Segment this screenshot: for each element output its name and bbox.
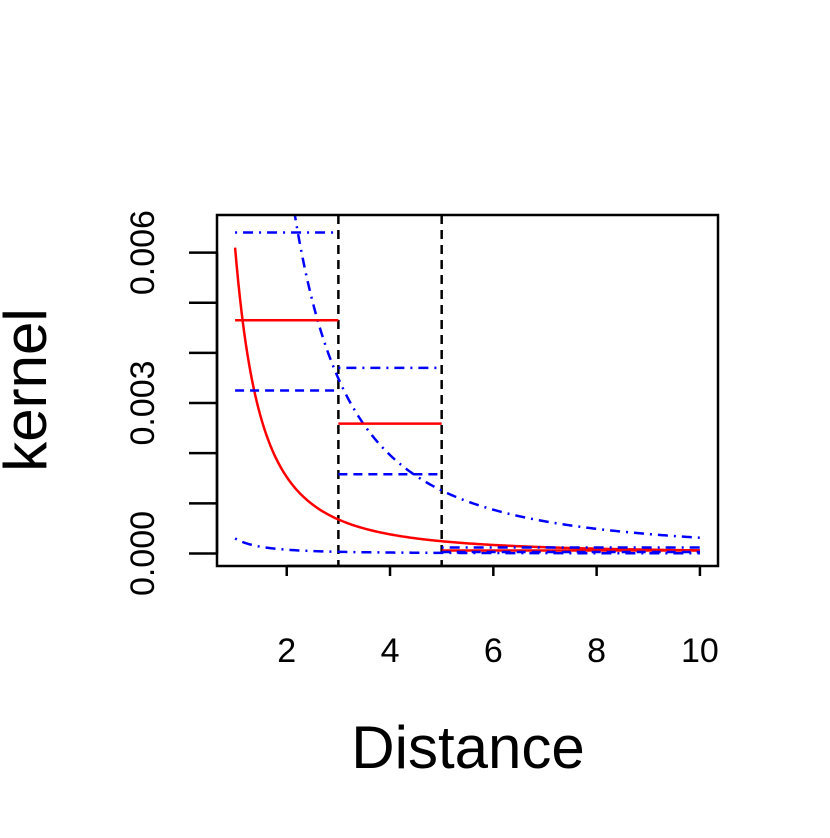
y-axis-title: kernel [0, 308, 59, 471]
axes-layer: 2 4 6 8 10 0.000 0.003 0.006 [124, 210, 719, 670]
x-axis-title: Distance [351, 714, 584, 781]
curve-upper [293, 215, 700, 539]
curve-estimate [233, 247, 700, 552]
x-tick-label: 2 [277, 632, 296, 670]
y-tick-label: 0.006 [124, 210, 162, 295]
x-tick-label: 8 [587, 632, 606, 670]
x-tick-label: 4 [381, 632, 400, 670]
x-tick-label: 6 [484, 632, 503, 670]
plot-frame [215, 213, 720, 568]
y-tick-label: 0.003 [124, 360, 162, 445]
y-tick-label: 0.000 [124, 511, 162, 596]
data-layer [233, 215, 700, 566]
x-tick-label: 10 [681, 632, 719, 670]
